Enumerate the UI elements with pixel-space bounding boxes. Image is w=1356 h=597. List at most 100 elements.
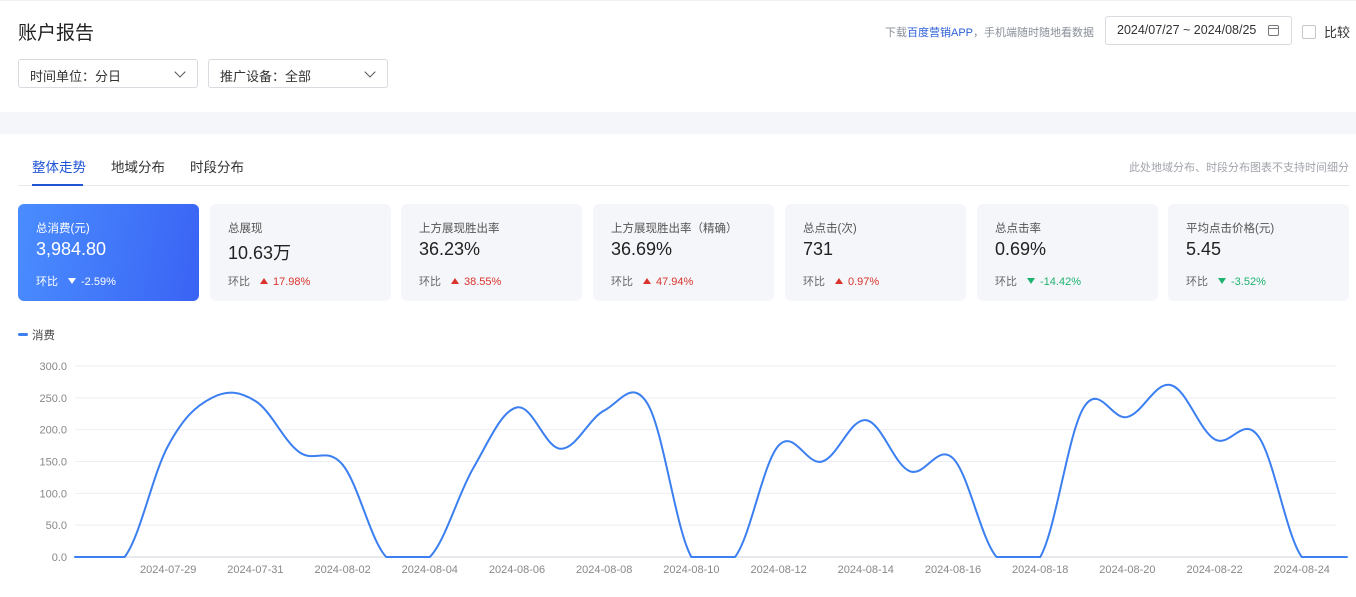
metric-compare: 环比 38.55% xyxy=(419,273,501,289)
arrow-up-icon xyxy=(643,278,651,284)
metric-label: 总点击率 xyxy=(995,223,1041,235)
legend-label: 消费 xyxy=(32,330,55,342)
x-tick-label: 2024-08-22 xyxy=(1186,564,1242,576)
compare-label: 比较 xyxy=(1324,25,1351,40)
metric-compare: 环比 -3.52% xyxy=(1186,273,1266,289)
arrow-down-icon xyxy=(68,278,76,284)
y-tick-label: 100.0 xyxy=(39,488,67,500)
metric-card-clicks[interactable]: 总点击(次) 731 环比 0.97% xyxy=(785,204,966,301)
x-tick-label: 2024-08-12 xyxy=(750,564,806,576)
metric-label: 上方展现胜出率 xyxy=(419,223,500,235)
device-value: 推广设备：全部 xyxy=(220,69,312,84)
metric-card-avg-cpc[interactable]: 平均点击价格(元) 5.45 环比 -3.52% xyxy=(1168,204,1349,301)
app-download-tip: 下载百度营销APP，手机端随时随地看数据 xyxy=(885,24,1094,40)
x-tick-label: 2024-08-24 xyxy=(1274,564,1330,576)
y-tick-label: 0.0 xyxy=(52,552,67,564)
date-range-value: 2024/07/27 ~ 2024/08/25 xyxy=(1117,23,1257,37)
metric-compare-label: 环比 xyxy=(1186,276,1208,288)
cost-trend-chart: 0.0 50.0 100.0 150.0 200.0 250.0 300.0 2024-07-… xyxy=(39,361,1348,576)
metric-compare-label: 环比 xyxy=(228,276,250,288)
metric-value: 36.23% xyxy=(419,239,481,259)
x-tick-label: 2024-08-02 xyxy=(314,564,370,576)
y-tick-label: 150.0 xyxy=(39,457,67,469)
metric-compare: 环比 -2.59% xyxy=(36,273,116,289)
arrow-up-icon xyxy=(260,278,268,284)
metric-compare: 环比 0.97% xyxy=(803,273,879,289)
arrow-up-icon xyxy=(835,278,843,284)
chart-legend[interactable]: 消费 xyxy=(18,327,55,343)
compare-checkbox[interactable] xyxy=(1302,25,1316,39)
active-tab-indicator xyxy=(32,184,83,186)
x-tick-label: 2024-08-18 xyxy=(1012,564,1068,576)
metric-value: 731 xyxy=(803,239,834,259)
arrow-down-icon xyxy=(1218,278,1226,284)
metric-change: 0.97% xyxy=(848,276,880,288)
metric-change: -14.42% xyxy=(1040,276,1081,288)
report-header: 账户报告 下载百度营销APP，手机端随时随地看数据 2024/07/27 ~ 2… xyxy=(0,0,1356,112)
metric-compare-label: 环比 xyxy=(419,276,441,288)
metric-label: 总消费(元) xyxy=(36,223,90,235)
metric-change: 17.98% xyxy=(273,276,311,288)
x-tick-label: 2024-08-06 xyxy=(489,564,545,576)
metric-compare-label: 环比 xyxy=(995,276,1017,288)
metric-card-total-cost[interactable]: 总消费(元) 3,984.80 环比 -2.59% xyxy=(18,204,199,301)
metric-card-ctr[interactable]: 总点击率 0.69% 环比 -14.42% xyxy=(977,204,1158,301)
page-title: 账户报告 xyxy=(18,23,95,44)
x-tick-label: 2024-08-16 xyxy=(925,564,981,576)
calendar-icon xyxy=(1268,25,1279,36)
metric-compare-label: 环比 xyxy=(803,276,825,288)
tab-region-distribution[interactable]: 地域分布 xyxy=(111,160,165,175)
tab-overall-trend[interactable]: 整体走势 xyxy=(32,160,86,175)
metric-card-impressions[interactable]: 总展现 10.63万 环比 17.98% xyxy=(210,204,391,301)
metric-change: -2.59% xyxy=(81,276,116,288)
metric-card-top-impression-rate[interactable]: 上方展现胜出率 36.23% 环比 38.55% xyxy=(401,204,582,301)
time-unit-select[interactable]: 时间单位：分日 xyxy=(18,59,198,88)
metric-value: 5.45 xyxy=(1186,239,1222,259)
metric-value: 3,984.80 xyxy=(36,239,107,259)
x-tick-label: 2024-08-10 xyxy=(663,564,719,576)
chevron-down-icon xyxy=(364,66,376,78)
series-line-cost xyxy=(74,384,1348,559)
tab-time-distribution[interactable]: 时段分布 xyxy=(190,160,244,175)
app-tip-suffix: ，手机端随时随地看数据 xyxy=(973,27,1094,39)
metric-label: 上方展现胜出率（精确） xyxy=(611,223,738,235)
x-tick-label: 2024-08-20 xyxy=(1099,564,1155,576)
x-tick-label: 2024-08-14 xyxy=(838,564,894,576)
metric-value: 36.69% xyxy=(611,239,673,259)
x-tick-label: 2024-08-04 xyxy=(402,564,458,576)
app-download-link[interactable]: 百度营销APP xyxy=(906,27,973,39)
x-tick-label: 2024-07-29 xyxy=(140,564,196,576)
device-select[interactable]: 推广设备：全部 xyxy=(208,59,388,88)
date-range-picker[interactable]: 2024/07/27 ~ 2024/08/25 xyxy=(1105,16,1292,45)
metric-label: 平均点击价格(元) xyxy=(1186,223,1275,235)
metric-change: 47.94% xyxy=(656,276,694,288)
metric-change: 38.55% xyxy=(464,276,502,288)
legend-swatch xyxy=(18,333,28,336)
time-unit-value: 时间单位：分日 xyxy=(30,69,122,84)
y-tick-label: 50.0 xyxy=(46,520,67,532)
arrow-down-icon xyxy=(1027,278,1035,284)
app-tip-prefix: 下载 xyxy=(884,27,907,39)
metric-value: 10.63万 xyxy=(228,243,292,263)
report-tabs: 整体走势 地域分布 时段分布 此处地域分布、时段分布图表不支持时间细分 xyxy=(18,134,1349,186)
metric-value: 0.69% xyxy=(995,239,1047,259)
metric-compare: 环比 -14.42% xyxy=(995,273,1081,289)
chevron-down-icon xyxy=(174,66,186,78)
y-tick-label: 250.0 xyxy=(39,393,67,405)
x-tick-label: 2024-07-31 xyxy=(227,564,283,576)
metric-card-top-impression-rate-exact[interactable]: 上方展现胜出率（精确） 36.69% 环比 47.94% xyxy=(593,204,774,301)
tab-note: 此处地域分布、时段分布图表不支持时间细分 xyxy=(1129,162,1349,174)
section-divider xyxy=(0,112,1356,134)
arrow-up-icon xyxy=(451,278,459,284)
x-tick-label: 2024-08-08 xyxy=(576,564,632,576)
metric-change: -3.52% xyxy=(1231,276,1266,288)
compare-toggle[interactable]: 比较 xyxy=(1302,22,1350,41)
metric-compare-label: 环比 xyxy=(36,276,58,288)
metric-label: 总展现 xyxy=(228,223,263,235)
y-tick-label: 300.0 xyxy=(39,361,67,373)
metric-compare: 环比 17.98% xyxy=(228,273,310,289)
y-tick-label: 200.0 xyxy=(39,425,67,437)
metric-label: 总点击(次) xyxy=(803,223,857,235)
metric-compare-label: 环比 xyxy=(611,276,633,288)
metric-compare: 环比 47.94% xyxy=(611,273,693,289)
